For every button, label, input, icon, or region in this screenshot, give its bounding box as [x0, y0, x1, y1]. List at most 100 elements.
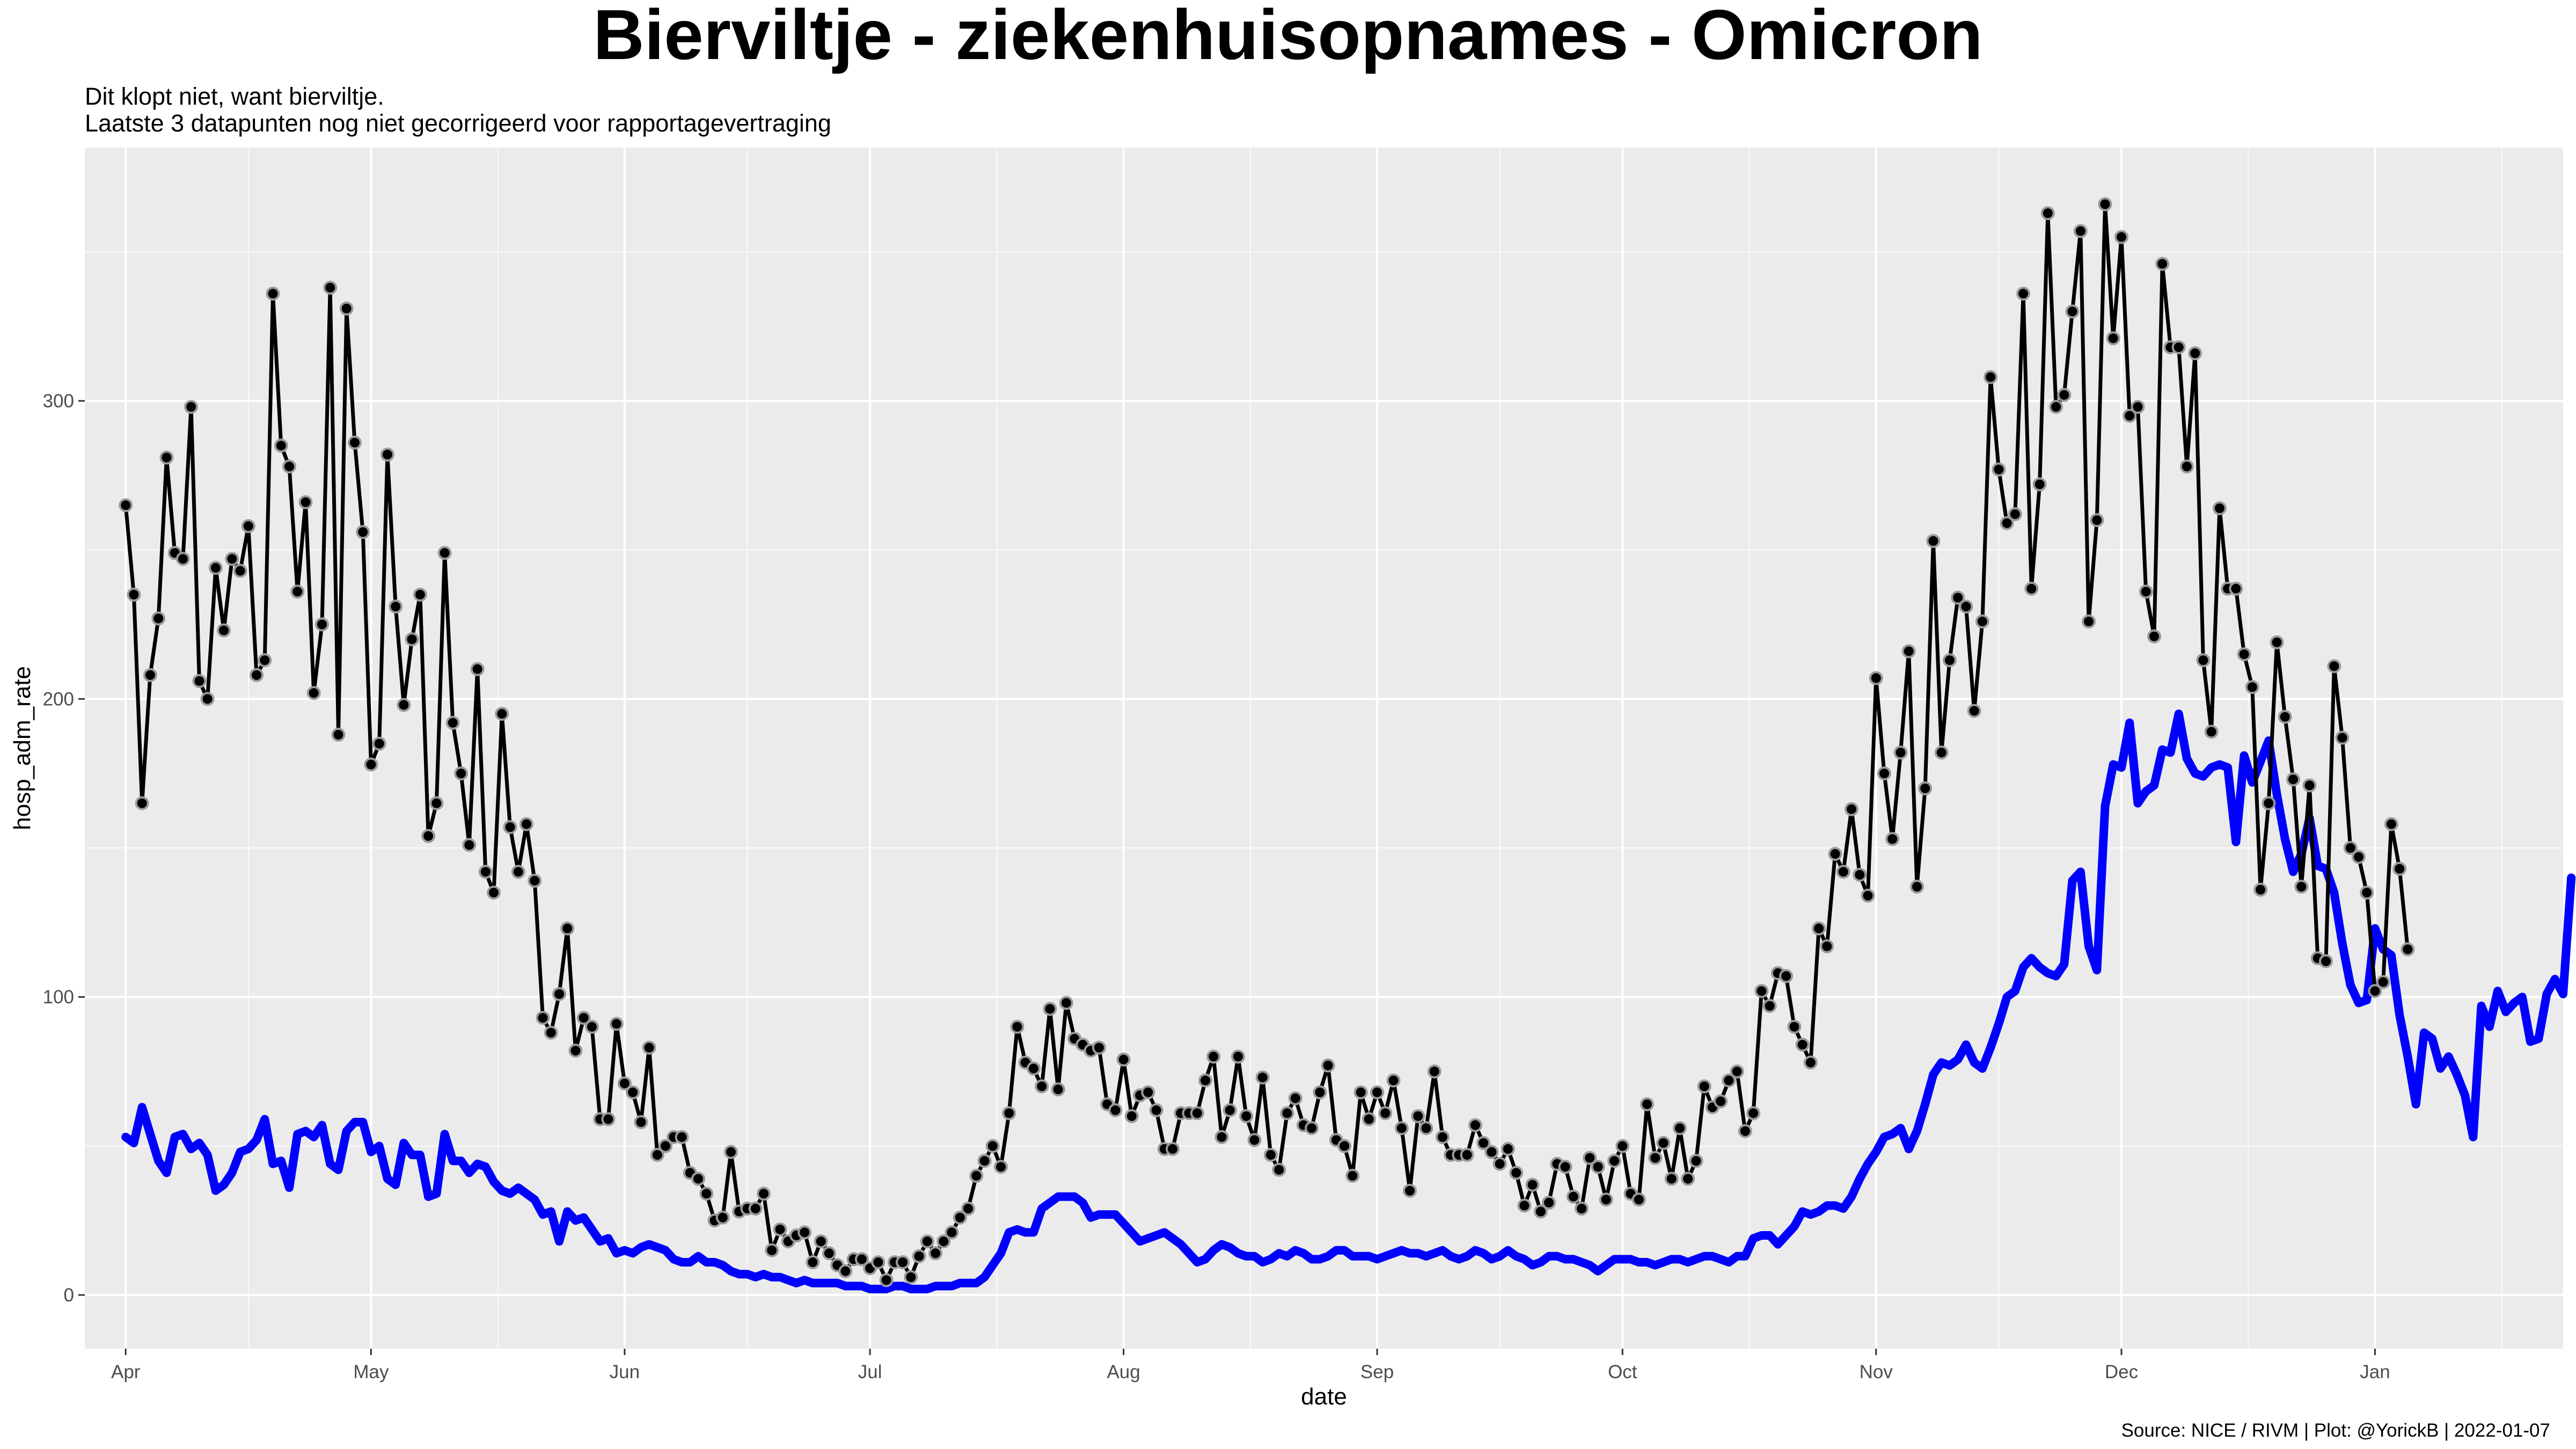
- data-point: [1280, 1106, 1294, 1121]
- x-tick-label: Jun: [610, 1362, 640, 1382]
- data-point: [748, 1202, 763, 1216]
- data-point: [2401, 942, 2415, 956]
- data-point: [1190, 1106, 1204, 1121]
- data-point: [1411, 1109, 1425, 1123]
- data-point: [2376, 975, 2390, 989]
- data-point: [658, 1139, 673, 1153]
- data-point: [1051, 1082, 1065, 1096]
- data-point: [609, 1016, 624, 1031]
- data-point: [2114, 230, 2128, 244]
- data-point: [1583, 1151, 1597, 1165]
- data-point: [2106, 331, 2120, 346]
- data-point: [1166, 1141, 1180, 1156]
- data-point: [462, 838, 477, 852]
- series-points-black: [119, 197, 2415, 1287]
- data-point: [1509, 1166, 1524, 1180]
- data-point: [1149, 1103, 1163, 1117]
- data-point: [1992, 462, 2006, 477]
- data-point: [159, 450, 174, 465]
- data-point: [1631, 1192, 1646, 1207]
- data-point: [331, 728, 346, 742]
- data-point: [584, 1020, 599, 1034]
- data-point: [2098, 197, 2112, 211]
- data-point: [184, 400, 199, 414]
- data-point: [2016, 287, 2031, 301]
- data-point: [1108, 1103, 1123, 1117]
- data-point: [1959, 599, 1973, 614]
- y-axis-title: hosp_adm_rate: [9, 666, 35, 830]
- x-axis: Apr May Jun Jul Aug Sep Oct Nov Dec Jan: [111, 1349, 2390, 1382]
- x-axis-title: date: [1301, 1384, 1347, 1410]
- x-tick-label: Aug: [1107, 1362, 1140, 1382]
- data-point: [1337, 1139, 1352, 1153]
- data-point: [650, 1148, 664, 1162]
- data-point: [2032, 477, 2047, 492]
- data-point: [765, 1243, 779, 1257]
- data-point: [478, 865, 493, 879]
- data-point: [2360, 885, 2374, 900]
- data-point: [1575, 1202, 1589, 1216]
- data-point: [470, 662, 485, 676]
- data-point: [1378, 1106, 1393, 1121]
- data-point: [1141, 1085, 1155, 1100]
- data-point: [1002, 1106, 1016, 1121]
- data-point: [2065, 304, 2080, 319]
- data-point: [1599, 1192, 1613, 1207]
- data-point: [1239, 1109, 1254, 1123]
- data-point: [806, 1255, 820, 1269]
- data-point: [1321, 1058, 1335, 1073]
- data-point: [544, 1026, 558, 1040]
- data-point: [945, 1225, 959, 1240]
- x-tick-label: Nov: [1860, 1362, 1893, 1382]
- data-point: [1984, 370, 1998, 384]
- data-point: [2352, 850, 2366, 864]
- data-point: [2123, 408, 2137, 423]
- data-point: [1975, 614, 1989, 628]
- data-point: [2270, 635, 2284, 649]
- data-point: [511, 865, 525, 879]
- data-point: [380, 448, 394, 462]
- data-point: [822, 1246, 836, 1261]
- data-point: [773, 1222, 787, 1236]
- data-point: [961, 1202, 975, 1216]
- data-point: [1967, 704, 1981, 718]
- data-point: [896, 1255, 910, 1269]
- data-point: [1869, 671, 1883, 685]
- data-point: [1010, 1020, 1024, 1034]
- data-point: [2335, 730, 2350, 745]
- y-tick-label: 300: [43, 391, 74, 412]
- data-point: [298, 495, 313, 509]
- data-point: [1861, 888, 1875, 903]
- data-point: [2237, 647, 2251, 662]
- data-point: [1779, 969, 1794, 983]
- data-point: [1885, 832, 1900, 846]
- data-point: [1664, 1172, 1679, 1186]
- data-point: [871, 1255, 885, 1269]
- data-point: [2212, 501, 2227, 515]
- data-point: [315, 617, 329, 632]
- data-point: [1313, 1085, 1327, 1100]
- data-point: [2188, 346, 2202, 361]
- data-point: [1484, 1145, 1499, 1159]
- x-tick-label: Sep: [1360, 1362, 1394, 1382]
- data-point: [1910, 880, 1924, 894]
- data-point: [487, 885, 501, 900]
- data-point: [1795, 1037, 1810, 1052]
- data-point: [2368, 984, 2382, 998]
- data-point: [241, 519, 255, 533]
- data-point: [200, 692, 215, 706]
- y-tick-label: 0: [64, 1285, 74, 1306]
- data-point: [127, 588, 141, 602]
- x-tick-label: Jul: [858, 1362, 882, 1382]
- data-point: [879, 1273, 894, 1287]
- chart-caption: Source: NICE / RIVM | Plot: @YorickB | 2…: [2121, 1420, 2550, 1441]
- data-point: [323, 281, 338, 295]
- data-point: [1124, 1109, 1139, 1123]
- data-point: [2294, 880, 2309, 894]
- data-point: [2139, 584, 2153, 599]
- data-point: [372, 736, 386, 751]
- data-point: [576, 1011, 591, 1025]
- data-point: [1615, 1139, 1630, 1153]
- data-point: [175, 552, 190, 566]
